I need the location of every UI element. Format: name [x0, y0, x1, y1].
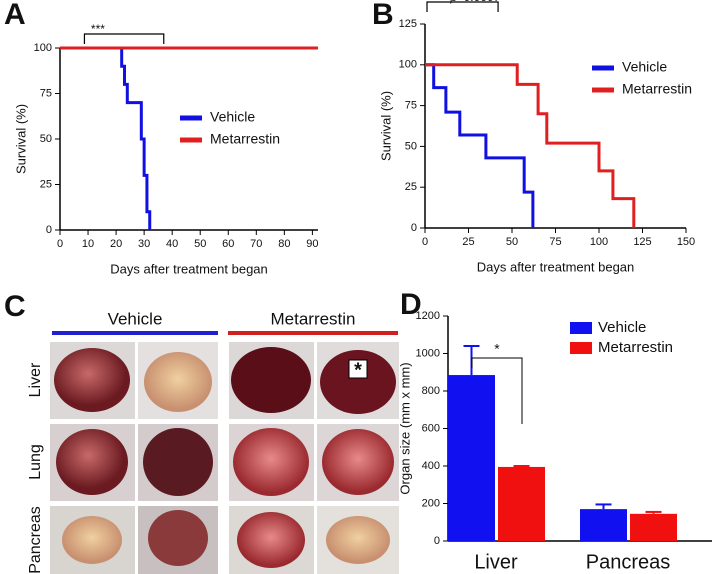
organ — [320, 350, 396, 414]
x-axis-label: Days after treatment began — [477, 259, 635, 274]
row-label: Liver — [27, 362, 44, 397]
x-tick-label: 25 — [462, 236, 474, 248]
x-tick-label: 75 — [549, 236, 561, 248]
y-tick-label: 400 — [422, 460, 440, 472]
organ — [148, 510, 208, 566]
x-tick-label: 10 — [82, 238, 94, 250]
x-tick-label: 70 — [250, 238, 262, 250]
legend-label: Vehicle — [622, 59, 667, 75]
survival-line — [425, 63, 535, 228]
marker: * — [354, 359, 362, 381]
x-tick-label: 0 — [422, 236, 428, 248]
y-tick-label: 25 — [405, 181, 417, 193]
x-tick-label: 150 — [677, 236, 695, 248]
significance-label: *** p=0.0007 — [433, 0, 502, 4]
column-label: Vehicle — [108, 309, 163, 328]
organ — [144, 352, 212, 412]
row-label: Pancreas — [27, 506, 44, 574]
significance-label: *** — [90, 22, 104, 36]
bar — [448, 375, 495, 541]
y-tick-label: 0 — [434, 535, 440, 547]
y-axis-label: Survival (%) — [13, 104, 28, 174]
legend-label: Vehicle — [598, 319, 646, 336]
x-tick-label: 100 — [590, 236, 608, 248]
y-tick-label: 50 — [40, 133, 52, 145]
significance-bracket — [471, 357, 523, 424]
significance-bracket — [83, 33, 165, 44]
x-tick-label: 125 — [633, 236, 651, 248]
legend-label: Metarrestin — [210, 131, 280, 147]
x-tick-label: 90 — [306, 238, 318, 250]
y-tick-label: 0 — [46, 224, 52, 236]
significance-bracket — [426, 1, 499, 12]
x-tick-label: 50 — [194, 238, 206, 250]
marker-box — [348, 359, 368, 379]
y-tick-label: 75 — [405, 100, 417, 112]
x-tick-label: Liver — [474, 551, 518, 573]
column-label: Metarrestin — [270, 309, 355, 328]
y-tick-label: 1000 — [416, 347, 440, 359]
organ — [322, 429, 394, 495]
x-tick-label: 0 — [57, 238, 63, 250]
x-tick-label: Pancreas — [586, 551, 671, 573]
panel-label: A — [4, 0, 26, 31]
y-tick-label: 75 — [40, 87, 52, 99]
panel-label: B — [372, 0, 394, 31]
organ — [54, 348, 130, 412]
survival-line — [60, 46, 152, 230]
legend-swatch — [570, 342, 592, 354]
panel-label: D — [400, 288, 422, 321]
x-tick-label: 30 — [138, 238, 150, 250]
significance-label: * — [494, 341, 500, 357]
y-tick-label: 0 — [411, 222, 417, 234]
organ — [231, 347, 311, 413]
survival-line — [425, 63, 636, 228]
x-tick-label: 50 — [506, 236, 518, 248]
bar — [630, 513, 677, 541]
y-axis-label: Organ size (mm x mm) — [397, 362, 412, 494]
legend-swatch — [570, 322, 592, 334]
x-tick-label: 40 — [166, 238, 178, 250]
organ — [237, 512, 305, 568]
organ — [62, 516, 122, 564]
bar — [580, 509, 627, 541]
x-tick-label: 60 — [222, 238, 234, 250]
legend-label: Metarrestin — [598, 339, 673, 356]
y-axis-label: Survival (%) — [378, 91, 393, 161]
y-tick-label: 100 — [399, 59, 417, 71]
organ — [56, 429, 128, 495]
y-tick-label: 50 — [405, 140, 417, 152]
y-tick-label: 125 — [399, 18, 417, 30]
bar — [498, 466, 545, 541]
organ — [326, 516, 390, 564]
x-axis-label: Days after treatment began — [110, 261, 268, 276]
y-tick-label: 1200 — [416, 310, 440, 322]
row-label: Lung — [27, 444, 44, 480]
y-tick-label: 200 — [422, 497, 440, 509]
y-tick-label: 100 — [34, 42, 52, 54]
legend-label: Vehicle — [210, 109, 255, 125]
y-tick-label: 600 — [422, 422, 440, 434]
y-tick-label: 25 — [40, 178, 52, 190]
organ — [233, 428, 309, 496]
panel-label: C — [4, 290, 26, 323]
y-tick-label: 800 — [422, 385, 440, 397]
x-tick-label: 80 — [278, 238, 290, 250]
x-tick-label: 20 — [110, 238, 122, 250]
photo-grid: * Vehicle Metarrestin Liver Lung Pancrea… — [4, 290, 399, 574]
legend-label: Metarrestin — [622, 81, 692, 97]
organ — [143, 428, 213, 496]
